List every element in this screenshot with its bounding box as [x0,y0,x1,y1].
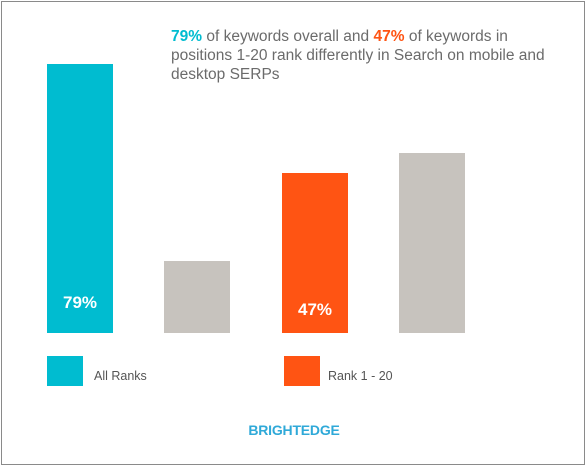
headline-text-2: of keywords in positions 1-20 rank diffe… [171,28,545,83]
legend-label-2: Rank 1 - 20 [328,369,393,383]
legend-swatch-2 [284,356,320,386]
bar-1-label: 79% [62,293,98,312]
legend-swatch-1 [47,356,83,386]
bar-1 [47,64,113,333]
bar-3 [282,172,348,333]
headline-highlight-overall: 79% [171,28,203,45]
headline-highlight-rank: 47% [373,28,405,45]
bar-2 [164,261,230,333]
bar-3-label: 47% [297,300,333,319]
headline-text-1: of keywords overall and [202,28,374,45]
bar-4 [399,152,465,333]
legend-label-1: All Ranks [94,369,147,383]
brand-logo-text: BRIGHTEDGE [248,422,340,438]
chart-headline: 79% of keywords overall and 47% of keywo… [171,27,561,84]
